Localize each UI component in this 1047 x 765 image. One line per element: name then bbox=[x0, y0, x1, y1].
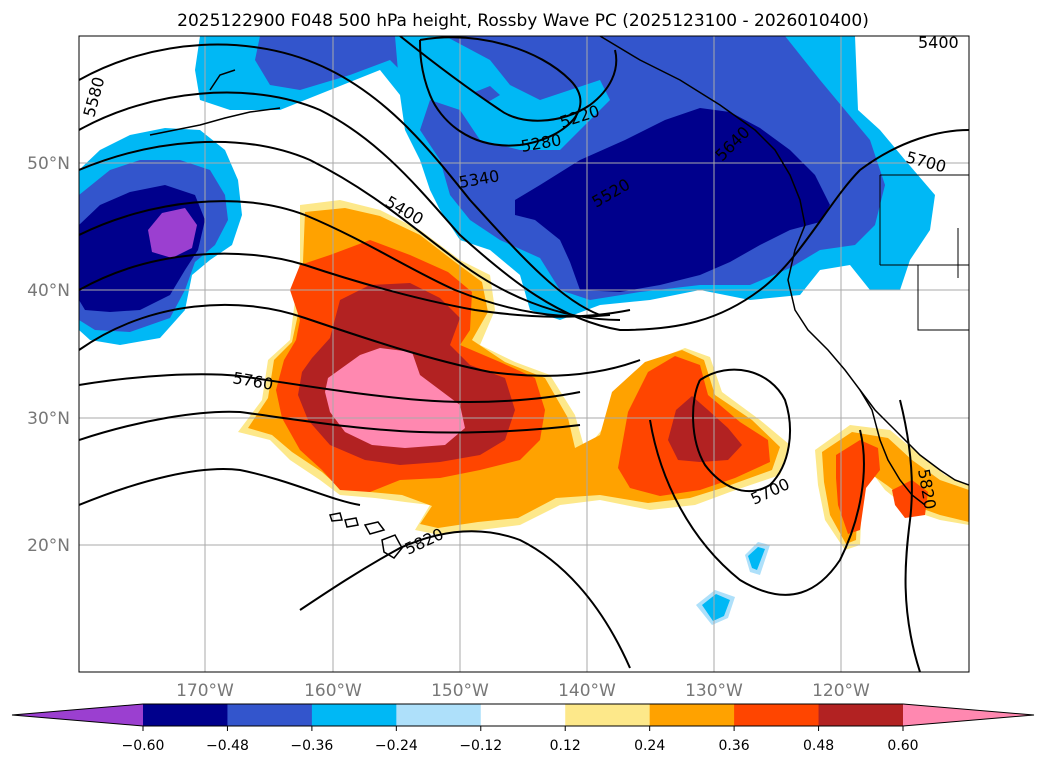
colorbar-tick-label: 0.12 bbox=[550, 738, 581, 754]
colorbar-tick-label: −0.36 bbox=[290, 738, 333, 754]
hawaii-big-island bbox=[381, 534, 403, 559]
longitude-labels: 170°W 160°W 150°W 140°W 130°W 120°W bbox=[176, 681, 870, 701]
lat-label: 50°N bbox=[27, 154, 70, 174]
anomaly-region-east-darkred bbox=[668, 396, 742, 462]
colorbar-min-extension bbox=[12, 704, 143, 726]
colorbar-tick-label: 0.48 bbox=[803, 738, 834, 754]
hawaii-islands bbox=[329, 512, 403, 559]
positive-anomaly-shading bbox=[238, 200, 969, 550]
anomaly-region-northeast-navy bbox=[515, 108, 830, 292]
lat-label: 30°N bbox=[27, 409, 70, 429]
colorbar-segment bbox=[649, 704, 735, 726]
colorbar-tick-label: 0.24 bbox=[634, 738, 665, 754]
colorbar-segment bbox=[480, 704, 566, 726]
colorbar-segment bbox=[565, 704, 651, 726]
lon-label: 120°W bbox=[812, 681, 870, 701]
colorbar-tick-label: −0.12 bbox=[459, 738, 502, 754]
lat-label: 40°N bbox=[27, 281, 70, 301]
hawaii-maui bbox=[363, 521, 386, 535]
colorbar-tick-label: −0.60 bbox=[122, 738, 165, 754]
colorbar-segment bbox=[143, 704, 228, 726]
colorbar-tick-label: 0.36 bbox=[719, 738, 750, 754]
contour-label: 5400 bbox=[918, 33, 959, 52]
colorbar-segment bbox=[818, 704, 904, 726]
colorbar-max-extension bbox=[903, 704, 1034, 726]
negative-anomaly-shading bbox=[79, 36, 935, 625]
north-america-coast bbox=[599, 36, 969, 486]
alaska-islands bbox=[149, 69, 281, 136]
anomaly-small-island-1-core bbox=[702, 594, 730, 621]
colorbar-segment bbox=[396, 704, 482, 726]
anomaly-region-west-core bbox=[148, 208, 197, 258]
anomaly-small-pocket bbox=[475, 86, 500, 102]
map-frame bbox=[78, 35, 970, 673]
lon-label: 150°W bbox=[431, 681, 489, 701]
hawaii-oahu bbox=[344, 517, 359, 528]
colorbar: −0.60 −0.48 −0.36 −0.24 −0.12 0.12 0.24 0.36 0.4… bbox=[11, 703, 1035, 754]
hawaii-kauai bbox=[329, 512, 343, 522]
map-area: 5400 5580 5220 5280 5340 5400 5520 5640 … bbox=[79, 33, 969, 672]
anomaly-small-island-2-core bbox=[748, 547, 765, 570]
colorbar-tick-label: −0.24 bbox=[375, 738, 418, 754]
latitude-labels: 50°N 40°N 30°N 20°N bbox=[27, 154, 70, 556]
height-contours bbox=[79, 36, 969, 672]
graticule bbox=[79, 36, 969, 672]
coastlines bbox=[149, 36, 969, 506]
anomaly-region-baja-red bbox=[836, 440, 880, 534]
lon-label: 130°W bbox=[685, 681, 743, 701]
colorbar-segment bbox=[227, 704, 313, 726]
anomaly-region-baja-red-2 bbox=[892, 480, 928, 518]
lat-label: 20°N bbox=[27, 536, 70, 556]
lon-label: 170°W bbox=[176, 681, 234, 701]
colorbar-segment bbox=[734, 704, 820, 726]
map-title: 2025122900 F048 500 hPa height, Rossby W… bbox=[177, 11, 869, 31]
state-borders bbox=[879, 174, 969, 331]
colorbar-segment bbox=[311, 704, 397, 726]
colorbar-tick-label: −0.48 bbox=[206, 738, 249, 754]
lon-label: 160°W bbox=[304, 681, 362, 701]
colorbar-tick-label: 0.60 bbox=[887, 738, 918, 754]
lon-label: 140°W bbox=[558, 681, 616, 701]
